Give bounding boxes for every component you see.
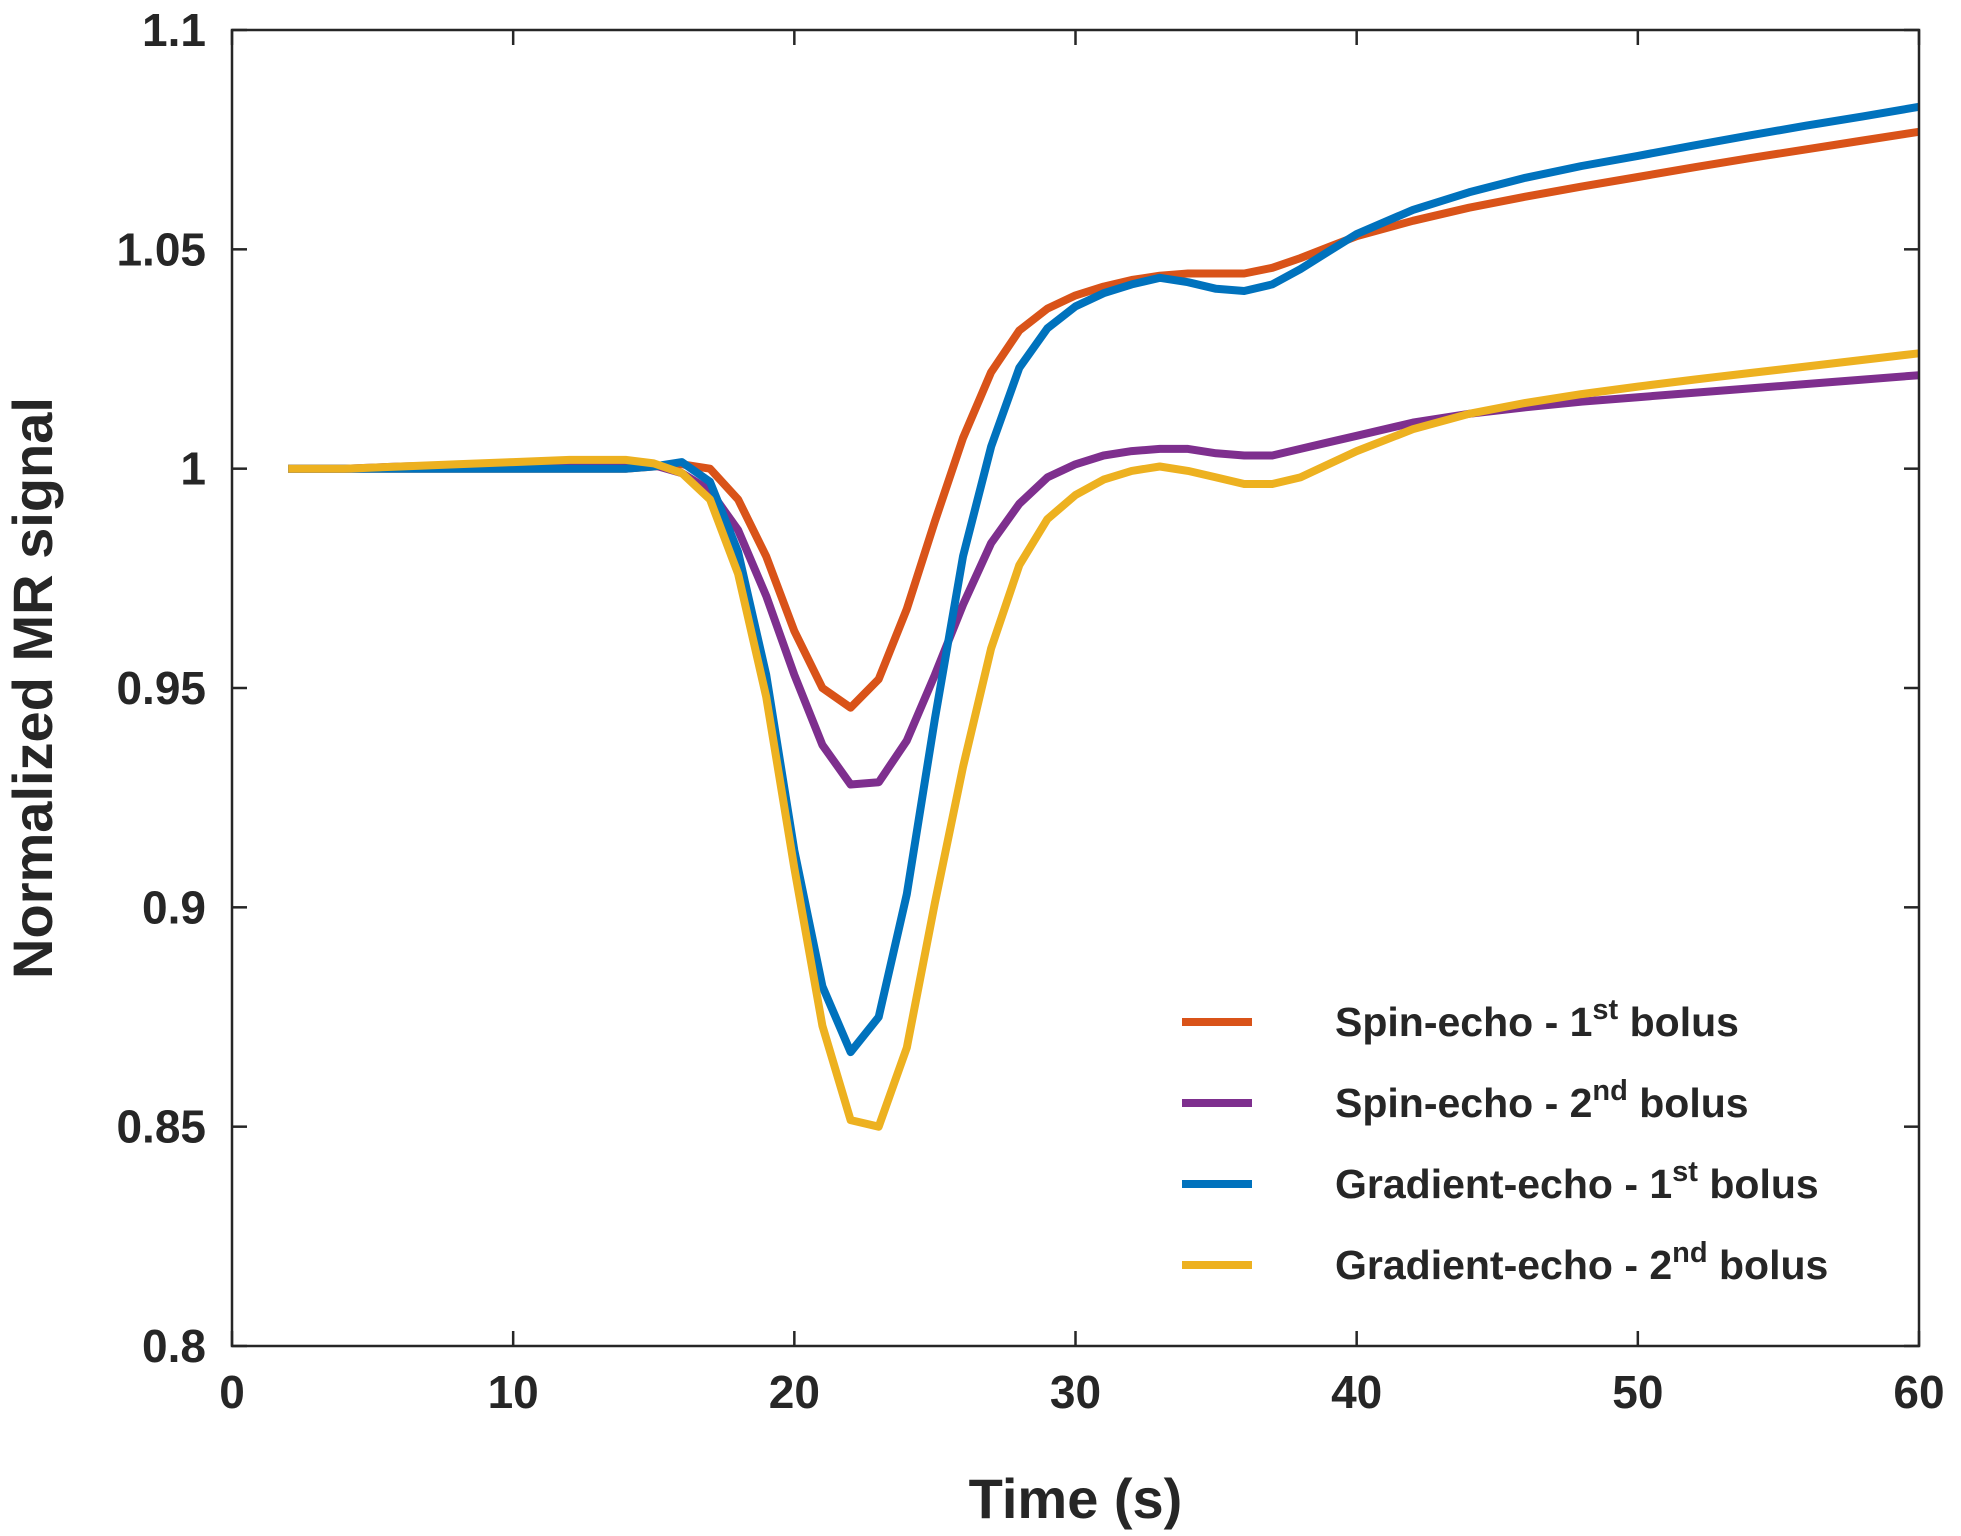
y-tick-label: 0.85 (116, 1101, 206, 1153)
x-tick-label: 50 (1612, 1366, 1663, 1418)
series-line-4 (288, 349, 1920, 1131)
series-line-3 (288, 102, 1920, 1057)
legend-label-2: Spin-echo - 2nd bolus (1335, 1075, 1749, 1126)
x-tick-label: 10 (488, 1366, 539, 1418)
series-line-1 (288, 127, 1920, 712)
x-tick-label: 40 (1331, 1366, 1382, 1418)
x-axis-label: Time (s) (969, 1467, 1183, 1530)
y-tick-label: 1.1 (142, 4, 206, 56)
x-tick-label: 20 (769, 1366, 820, 1418)
y-axis-label: Normalized MR signal (1, 397, 64, 979)
legend-label-4: Gradient-echo - 2nd bolus (1335, 1237, 1828, 1288)
y-tick-label: 1.05 (116, 223, 206, 275)
y-tick-label: 0.8 (142, 1320, 206, 1372)
y-tick-label: 0.95 (116, 662, 206, 714)
x-tick-label: 0 (219, 1366, 245, 1418)
y-tick-label: 0.9 (142, 881, 206, 933)
y-tick-label: 1 (180, 443, 206, 495)
x-tick-label: 60 (1893, 1366, 1944, 1418)
legend: Spin-echo - 1st bolus Spin-echo - 2nd bol… (1182, 994, 1828, 1288)
plot-frame (230, 28, 1921, 1348)
tick-layer: 0 10 20 30 40 50 60 0.8 0.85 0.9 0.95 1 1.05 1.1 (116, 4, 1944, 1418)
x-tick-label: 30 (1050, 1366, 1101, 1418)
legend-label-1: Spin-echo - 1st bolus (1335, 994, 1739, 1045)
series-layer (288, 102, 1920, 1131)
legend-label-3: Gradient-echo - 1st bolus (1335, 1156, 1819, 1207)
series-line-2 (288, 371, 1920, 789)
